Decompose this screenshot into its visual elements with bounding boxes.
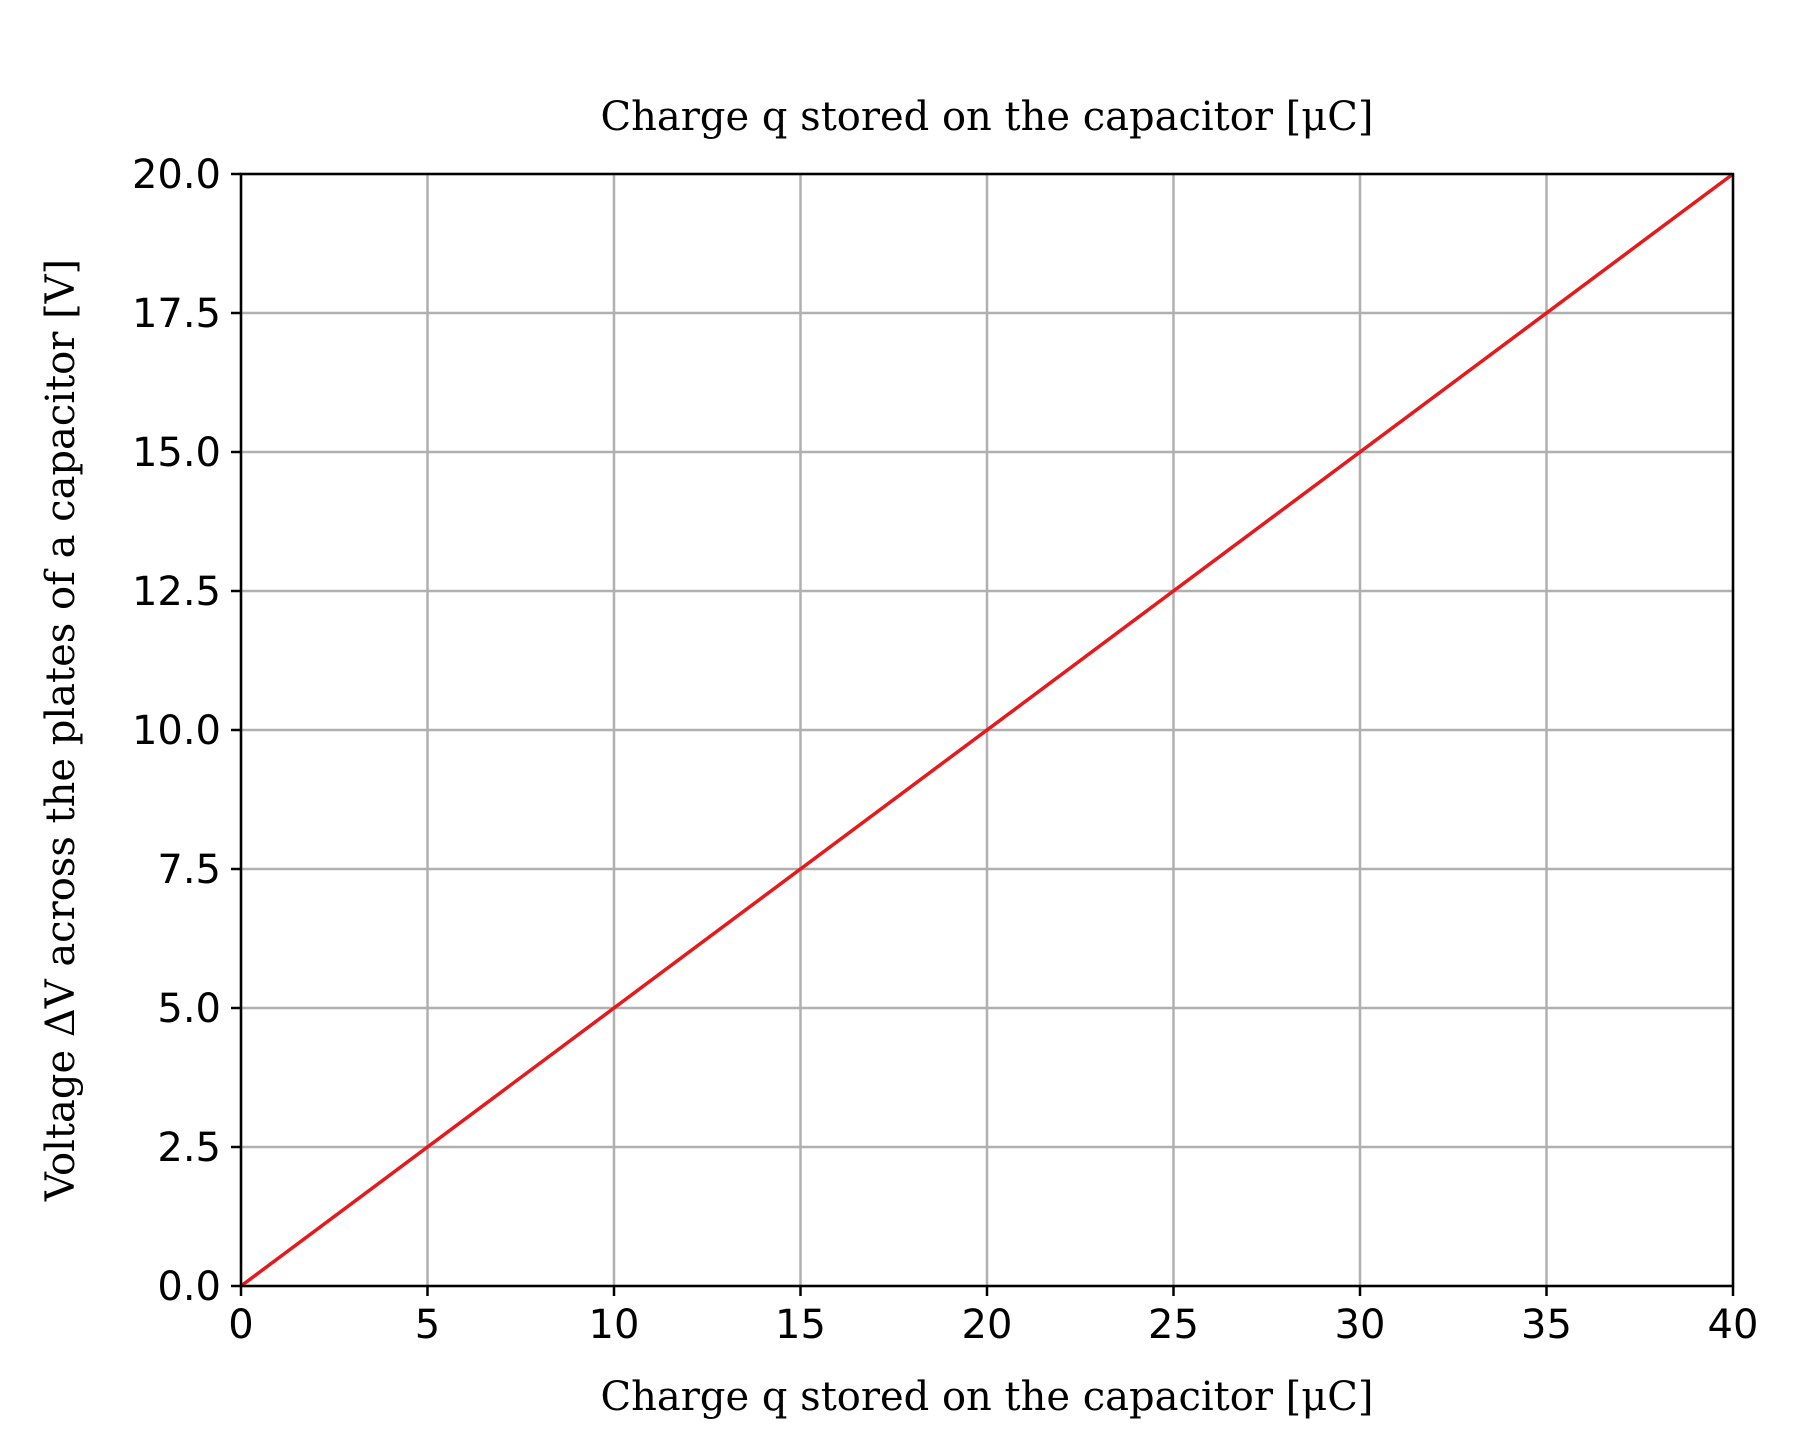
series-line: [239, 172, 1735, 1288]
x-tick-label: 15: [775, 1302, 826, 1348]
series-layer: [239, 172, 1735, 1288]
y-tick-label: 7.5: [157, 847, 221, 893]
x-tick-label: 25: [1148, 1302, 1199, 1348]
tick-marks: [231, 172, 1735, 1296]
y-tick-label: 12.5: [132, 569, 221, 615]
x-tick-label: 0: [228, 1302, 253, 1348]
y-tick-label: 15.0: [132, 430, 221, 476]
x-tick-label: 30: [1335, 1302, 1386, 1348]
y-tick-label: 5.0: [157, 986, 221, 1032]
y-tick-label: 20.0: [132, 152, 221, 198]
y-tick-labels: 0.0 2.5 5.0 7.5 10.0 12.5 15.0 17.5 20.0: [132, 152, 221, 1310]
y-axis-title: Voltage ΔV across the plates of a capaci…: [38, 259, 84, 1202]
y-tick-label: 0.0: [157, 1264, 221, 1310]
y-tick-label: 10.0: [132, 708, 221, 754]
x-tick-labels: 0 5 10 15 20 25 30 35 40: [228, 1302, 1758, 1348]
y-tick-label: 17.5: [132, 291, 221, 337]
x-tick-label: 5: [415, 1302, 440, 1348]
x-tick-label: 35: [1521, 1302, 1572, 1348]
x-tick-label: 40: [1708, 1302, 1759, 1348]
x-tick-label: 10: [589, 1302, 640, 1348]
x-axis-title: Charge q stored on the capacitor [μC]: [601, 1374, 1374, 1420]
y-tick-label: 2.5: [157, 1125, 221, 1171]
chart-title: Charge q stored on the capacitor [μC]: [601, 94, 1374, 140]
x-tick-label: 20: [962, 1302, 1013, 1348]
